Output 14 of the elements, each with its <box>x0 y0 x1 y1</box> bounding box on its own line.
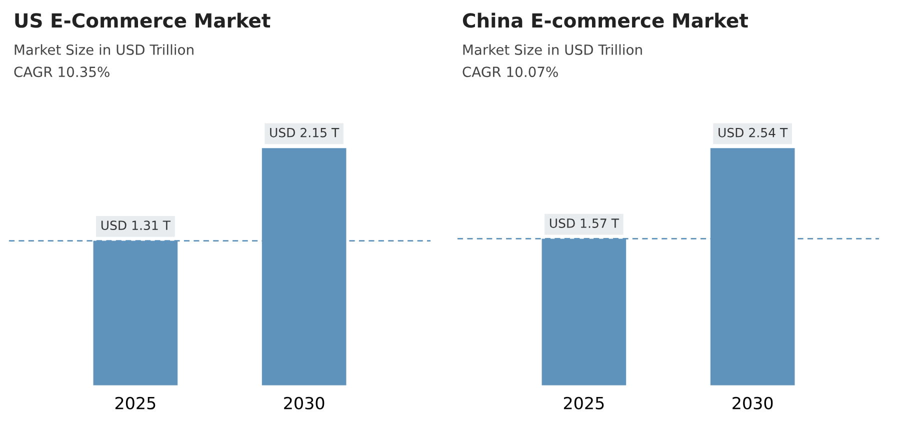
x-tick-label: 2030 <box>284 396 324 410</box>
chart-subtitle: Market Size in USD Trillion <box>14 44 194 55</box>
x-tick-label: 2025 <box>564 396 604 410</box>
data-label: USD 1.57 T <box>550 218 620 228</box>
chart-subtitle: Market Size in USD Trillion <box>463 44 642 55</box>
data-label: USD 2.15 T <box>270 128 340 138</box>
data-label: USD 1.31 T <box>101 220 171 230</box>
text: CAGR 10.07% <box>462 66 558 78</box>
chart-title: China E-commerce Market <box>462 12 748 28</box>
text: CAGR 10.35% <box>14 66 110 78</box>
data-label: USD 2.54 T <box>718 128 788 138</box>
x-tick-label: 2025 <box>115 396 156 410</box>
x-tick-label: 2030 <box>732 396 773 410</box>
chart-title: US E-Commerce Market <box>15 12 270 28</box>
